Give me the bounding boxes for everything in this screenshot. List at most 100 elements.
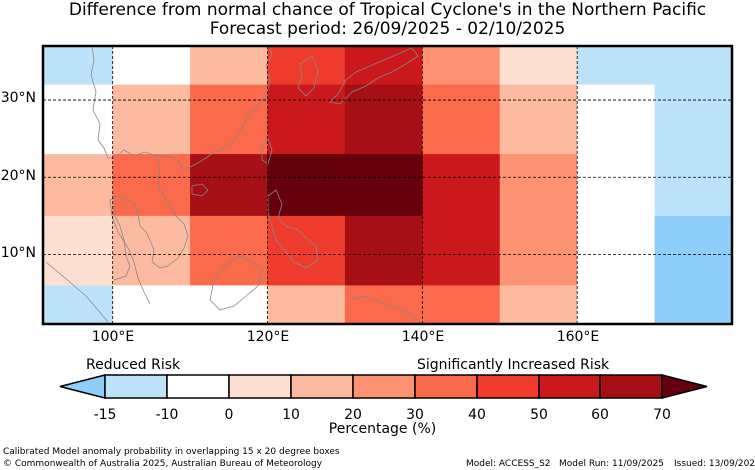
coastline-sumatra	[45, 261, 109, 323]
method-note: Calibrated Model anomaly probability in …	[3, 447, 340, 457]
coastline-asia-mainland	[90, 45, 273, 171]
anomaly-cell	[43, 154, 114, 217]
colorbar-unit-label: Percentage (%)	[328, 421, 437, 437]
coastline-korea	[297, 55, 319, 97]
colorbar-tick-label: -15	[93, 407, 117, 423]
reduced-risk-label: Reduced Risk	[86, 357, 181, 373]
anomaly-cell	[43, 285, 114, 325]
anomaly-cell	[267, 154, 346, 217]
lon-label-100e: 100°E	[91, 329, 135, 345]
anomaly-cell	[190, 154, 269, 217]
anomaly-cell	[654, 46, 733, 86]
colorbar-segment	[166, 374, 230, 399]
anomaly-cell	[654, 215, 733, 286]
coastline-new-guinea	[347, 295, 421, 325]
anomaly-cell	[422, 215, 501, 286]
anomaly-cell	[654, 285, 733, 325]
anomaly-cell	[344, 215, 423, 286]
colorbar-segment	[414, 374, 478, 399]
coastline-taiwan	[261, 137, 273, 165]
map-frame	[41, 44, 734, 326]
lon-label-120e: 120°E	[246, 329, 290, 345]
anomaly-cell	[267, 215, 346, 286]
anomaly-cell	[499, 215, 578, 286]
anomaly-cell	[344, 46, 423, 86]
colorbar-tick-label: 10	[282, 407, 300, 423]
colorbar-tick-label: 60	[591, 407, 609, 423]
anomaly-cell	[267, 84, 346, 155]
lat-label-10n: 10°N	[0, 245, 36, 261]
lon-label-140e: 140°E	[401, 329, 445, 345]
anomaly-cell	[499, 46, 578, 86]
colorbar-tick-label: 20	[344, 407, 362, 423]
anomaly-cell	[43, 215, 114, 286]
forecast-period: Forecast period: 26/09/2025 - 02/10/2025	[209, 19, 566, 39]
anomaly-cell	[267, 285, 346, 325]
anomaly-cell	[577, 285, 656, 325]
colorbar-tick-label: 0	[224, 407, 234, 423]
anomaly-cell	[190, 84, 269, 155]
anomaly-cell	[112, 46, 191, 86]
colorbar-segment	[538, 374, 601, 399]
colorbar-segment	[290, 374, 354, 399]
coastline-malay	[113, 199, 131, 281]
colorbar-tick-label: 30	[406, 407, 424, 423]
colorbar-segment	[352, 374, 416, 399]
anomaly-cell	[190, 46, 269, 86]
anomaly-cell	[112, 285, 191, 325]
anomaly-cell	[654, 84, 733, 155]
anomaly-cell	[267, 46, 346, 86]
issued-date: Issued: 13/09/2025	[674, 459, 755, 469]
anomaly-cell	[422, 154, 501, 217]
anomaly-cell	[43, 46, 114, 86]
lat-label-30n: 30°N	[0, 90, 36, 106]
anomaly-cell	[577, 215, 656, 286]
anomaly-cell	[577, 46, 656, 86]
anomaly-cell	[577, 154, 656, 217]
anomaly-cell	[499, 84, 578, 155]
anomaly-cell	[344, 84, 423, 155]
colorbar-tick-label: 70	[653, 407, 671, 423]
chart-title: Difference from normal chance of Tropica…	[68, 0, 707, 20]
anomaly-cell	[112, 215, 191, 286]
colorbar-tick-label: 50	[530, 407, 548, 423]
copyright-note: © Commonwealth of Australia 2025, Austra…	[3, 459, 323, 469]
lon-label-160e: 160°E	[556, 329, 600, 345]
colorbar-extend-high	[661, 374, 708, 399]
anomaly-cell	[344, 285, 423, 325]
colorbar-segment	[476, 374, 540, 399]
anomaly-cell	[112, 154, 191, 217]
colorbar	[59, 374, 708, 399]
coastline-philippines	[267, 189, 319, 269]
anomaly-cell	[577, 84, 656, 155]
anomaly-cell	[499, 285, 578, 325]
coastline-japan	[329, 47, 419, 105]
colorbar-extend-low	[59, 374, 106, 399]
anomaly-cell	[190, 215, 269, 286]
anomaly-cell	[499, 154, 578, 217]
colorbar-segment	[599, 374, 663, 399]
colorbar-tick-label: 40	[468, 407, 486, 423]
anomaly-cell	[654, 154, 733, 217]
coastline-indochina	[109, 155, 189, 305]
anomaly-cell	[43, 84, 114, 155]
increased-risk-label: Significantly Increased Risk	[417, 357, 610, 373]
anomaly-cell	[190, 285, 269, 325]
anomaly-cell	[422, 84, 501, 155]
coastline	[45, 45, 421, 325]
anomaly-cell	[344, 154, 423, 217]
anomaly-cell	[422, 46, 501, 86]
colorbar-segment	[228, 374, 292, 399]
anomaly-cell	[112, 84, 191, 155]
colorbar-tick-label: -10	[155, 407, 179, 423]
model-name: Model: ACCESS_S2	[466, 459, 551, 469]
coastline-hainan	[191, 183, 209, 197]
anomaly-cell	[422, 285, 501, 325]
anomaly-cells	[43, 46, 733, 325]
grid-lines	[43, 46, 732, 324]
colorbar-segment	[104, 374, 168, 399]
coastline-borneo	[209, 255, 263, 311]
lat-label-20n: 20°N	[0, 168, 36, 184]
model-run: Model Run: 11/09/2025	[559, 459, 664, 469]
